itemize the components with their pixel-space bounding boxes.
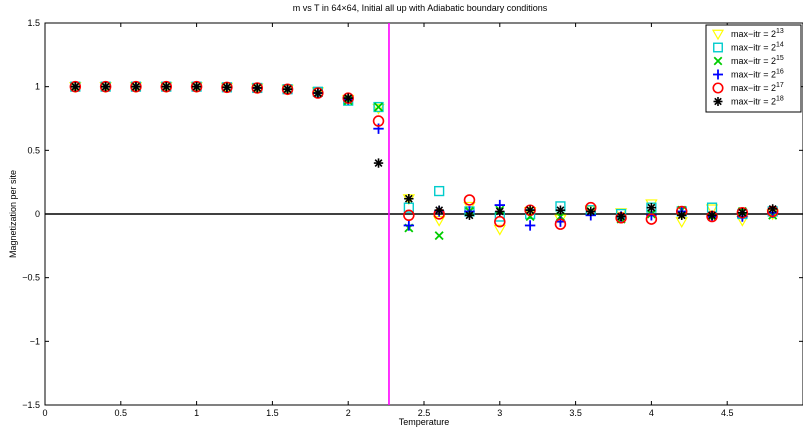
data-point <box>404 194 414 204</box>
data-point <box>586 206 596 217</box>
data-point <box>372 115 385 127</box>
legend-label: max−itr = 217 <box>731 82 784 93</box>
data-point <box>251 82 263 94</box>
legend-label: max−itr = 216 <box>731 69 784 80</box>
data-point <box>221 81 233 94</box>
data-point <box>99 80 112 93</box>
data-point <box>555 205 566 215</box>
x-tick-label: 3 <box>497 408 502 418</box>
data-point <box>677 210 687 220</box>
data-point <box>373 102 384 112</box>
data-point <box>525 205 535 215</box>
data-point <box>70 81 80 92</box>
data-point <box>646 202 657 213</box>
data-point <box>252 83 262 93</box>
data-point <box>768 204 778 214</box>
legend-label: max−itr = 214 <box>731 42 784 53</box>
data-point <box>554 218 567 230</box>
legend-marker <box>713 97 723 106</box>
y-tick-label: −0.5 <box>22 273 40 283</box>
data-point <box>493 224 507 236</box>
data-point <box>403 220 415 231</box>
x-tick-label: 4 <box>649 408 654 418</box>
data-point <box>131 81 141 92</box>
data-point <box>464 210 475 220</box>
x-tick-label: 1.5 <box>266 408 279 418</box>
data-point <box>130 80 142 93</box>
data-point <box>313 88 323 98</box>
y-tick-label: 0 <box>35 209 40 219</box>
data-point <box>707 210 717 220</box>
legend-marker <box>713 42 723 53</box>
data-point <box>434 185 445 197</box>
y-tick-label: −1.5 <box>22 400 40 410</box>
x-tick-label: 3.5 <box>569 408 582 418</box>
data-point <box>403 209 415 222</box>
y-tick-label: 1 <box>35 82 40 92</box>
x-tick-label: 2.5 <box>418 408 431 418</box>
x-tick-label: 1 <box>194 408 199 418</box>
data-point <box>373 158 384 168</box>
data-point <box>191 81 202 92</box>
data-point <box>434 231 444 241</box>
data-point <box>69 80 82 93</box>
legend-marker <box>712 82 724 94</box>
x-tick-label: 0.5 <box>115 408 128 418</box>
legend-marker <box>713 69 723 80</box>
x-axis-title: Temperature <box>399 417 450 427</box>
data-point <box>282 84 293 94</box>
y-tick-label: −1 <box>30 336 40 346</box>
legend-label: max−itr = 213 <box>731 28 784 39</box>
data-point <box>434 205 444 215</box>
data-point <box>524 204 536 216</box>
legend-marker <box>713 56 723 66</box>
data-point <box>736 206 749 219</box>
x-tick-label: 2 <box>346 408 351 418</box>
legend-label: max−itr = 218 <box>731 96 784 107</box>
y-tick-label: 1.5 <box>27 18 40 28</box>
x-tick-label: 0 <box>42 408 47 418</box>
chart-title: m vs T in 64×64, Initial all up with Adi… <box>293 3 548 13</box>
data-point <box>343 93 353 103</box>
series-asterisk <box>70 81 778 222</box>
y-axis-title: Magnetization per site <box>8 170 18 258</box>
data-point <box>342 92 354 104</box>
legend-box <box>705 24 802 113</box>
data-point <box>312 87 324 99</box>
data-point <box>100 81 111 92</box>
data-point <box>495 206 505 217</box>
data-point <box>160 80 173 93</box>
data-point <box>190 80 203 93</box>
data-point <box>645 213 658 225</box>
data-point <box>463 194 476 206</box>
series-circle <box>69 80 779 230</box>
data-point <box>373 101 384 113</box>
legend-label: max−itr = 215 <box>731 55 784 66</box>
x-tick-label: 4.5 <box>721 408 734 418</box>
data-point <box>161 81 171 92</box>
data-point <box>737 208 748 218</box>
data-point <box>616 211 626 222</box>
y-tick-label: 0.5 <box>27 145 40 155</box>
legend-marker <box>711 29 725 41</box>
data-point <box>705 204 719 216</box>
data-point <box>222 82 232 92</box>
data-point <box>524 220 536 231</box>
data-point <box>494 215 506 228</box>
data-point <box>281 83 294 95</box>
